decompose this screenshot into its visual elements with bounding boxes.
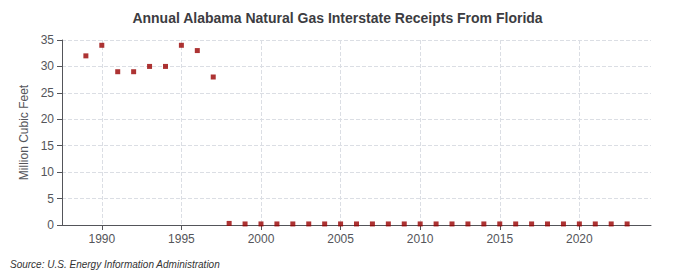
svg-text:2015: 2015 [486, 232, 513, 246]
svg-text:1990: 1990 [88, 232, 115, 246]
svg-text:1995: 1995 [168, 232, 195, 246]
svg-text:15: 15 [41, 139, 55, 153]
svg-text:2010: 2010 [407, 232, 434, 246]
svg-text:0: 0 [47, 218, 54, 232]
svg-text:2020: 2020 [566, 232, 593, 246]
svg-text:Source: U.S. Energy Informatio: Source: U.S. Energy Information Administ… [10, 259, 220, 270]
svg-text:35: 35 [41, 33, 55, 47]
svg-text:20: 20 [41, 112, 55, 126]
svg-text:2005: 2005 [327, 232, 354, 246]
svg-text:2000: 2000 [248, 232, 275, 246]
svg-text:Annual Alabama Natural Gas Int: Annual Alabama Natural Gas Interstate Re… [132, 10, 542, 26]
svg-text:30: 30 [41, 59, 55, 73]
svg-text:5: 5 [47, 192, 54, 206]
svg-text:25: 25 [41, 86, 55, 100]
svg-text:10: 10 [41, 165, 55, 179]
svg-text:Million Cubic Feet: Million Cubic Feet [17, 84, 31, 180]
